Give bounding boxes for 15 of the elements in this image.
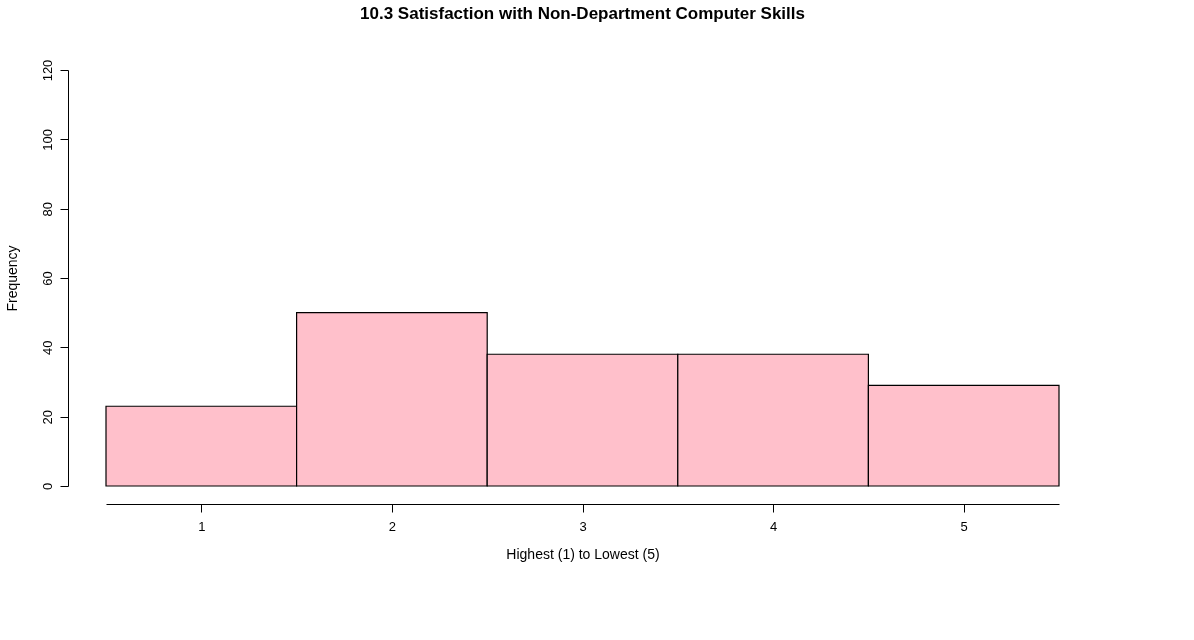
- y-tick-label: 80: [39, 201, 55, 217]
- x-tick-label: 3: [579, 518, 587, 534]
- y-tick-label: 40: [39, 340, 55, 356]
- y-axis-title: Frequency: [3, 245, 20, 312]
- y-tick-label: 20: [39, 409, 55, 425]
- x-axis-title: Highest (1) to Lowest (5): [506, 545, 660, 562]
- x-tick-label: 4: [769, 518, 778, 534]
- x-tick-label: 1: [198, 518, 206, 534]
- x-tick-label: 2: [388, 518, 397, 534]
- x-tick-label: 5: [960, 518, 968, 534]
- y-tick-label: 120: [39, 59, 55, 82]
- y-tick-label: 0: [39, 482, 55, 491]
- y-tick-label: 60: [39, 271, 55, 286]
- chart-title: 10.3 Satisfaction with Non-Department Computer Skills: [360, 4, 805, 24]
- y-tick-label: 100: [39, 128, 55, 151]
